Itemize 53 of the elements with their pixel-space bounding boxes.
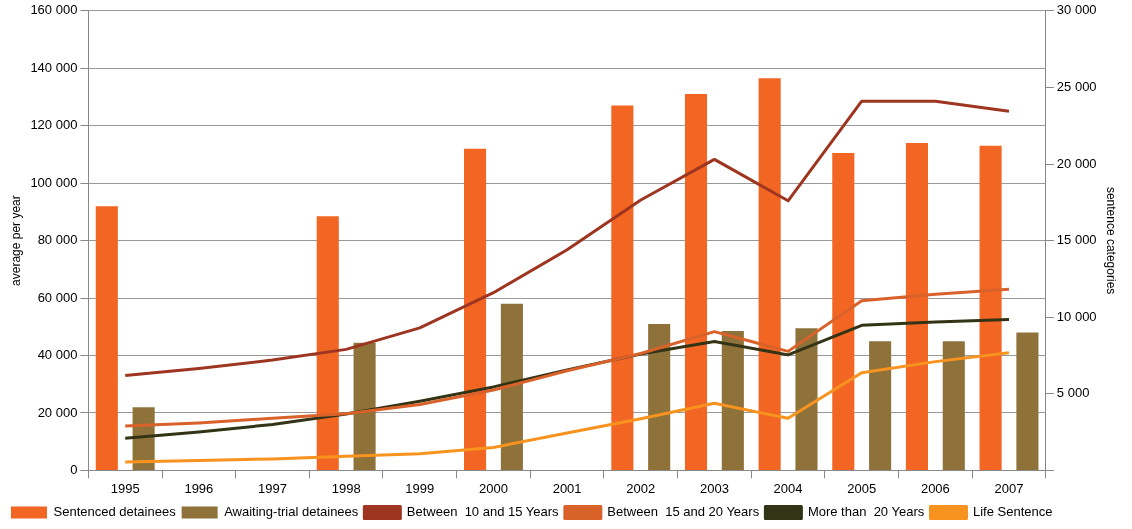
y-tick-label: 100 000 xyxy=(30,174,78,190)
x-tick-label: 1997 xyxy=(258,480,287,496)
x-tick-label: 2001 xyxy=(552,480,582,496)
x-tick-label: 1995 xyxy=(110,480,140,496)
x-tick-label: 1998 xyxy=(331,480,361,496)
x-tick-label: 2004 xyxy=(773,480,803,496)
x-tick-label: 2007 xyxy=(994,480,1024,496)
y-axis-title: average per year xyxy=(8,195,23,286)
bar xyxy=(795,328,818,470)
x-tick-label: 2005 xyxy=(847,480,877,496)
bar xyxy=(500,303,523,470)
y-tick-label: 40 000 xyxy=(37,347,78,363)
y2-axis-title: sentence categories xyxy=(1104,186,1119,295)
bar xyxy=(832,152,855,470)
y2-tick-label: 20 000 xyxy=(1056,155,1097,171)
bar xyxy=(353,342,376,470)
x-tick-label: 2006 xyxy=(920,480,950,496)
legend-label: More than 20 Years xyxy=(807,504,925,520)
bar xyxy=(905,142,928,470)
bar xyxy=(316,216,339,470)
bar xyxy=(464,148,487,470)
bar xyxy=(979,145,1002,470)
y2-tick-label: 5 000 xyxy=(1056,385,1090,401)
legend-label: Sentenced detainees xyxy=(53,504,177,520)
bar xyxy=(684,94,708,470)
y-tick-label: 140 000 xyxy=(30,59,78,75)
x-tick-label: 2002 xyxy=(626,480,656,496)
legend-label: Awaiting-trial detainees xyxy=(224,504,359,520)
legend-label: Life Sentence xyxy=(972,504,1053,520)
legend-label: Between 15 and 20 Years xyxy=(607,504,760,520)
bar xyxy=(942,341,965,470)
legend-label: Between 10 and 15 Years xyxy=(406,504,560,520)
bar xyxy=(648,323,671,470)
y2-tick-label: 10 000 xyxy=(1056,308,1097,324)
y-tick-label: 120 000 xyxy=(30,117,78,133)
y-tick-label: 80 000 xyxy=(37,232,78,248)
bar xyxy=(611,105,634,470)
y2-tick-label: 30 000 xyxy=(1056,2,1097,18)
y2-tick-label: 15 000 xyxy=(1056,232,1097,248)
y-tick-label: 60 000 xyxy=(37,289,78,305)
y2-tick-label: 25 000 xyxy=(1056,78,1097,94)
bar xyxy=(869,341,892,470)
y-tick-label: 0 xyxy=(70,461,78,477)
x-tick-label: 2003 xyxy=(699,480,729,496)
y-tick-label: 160 000 xyxy=(30,2,78,18)
bar xyxy=(1016,332,1039,470)
x-tick-label: 1999 xyxy=(405,480,435,496)
bar xyxy=(721,331,744,470)
x-tick-label: 2000 xyxy=(479,480,508,496)
bar xyxy=(758,78,781,470)
x-tick-label: 1996 xyxy=(184,480,214,496)
bar xyxy=(95,206,118,470)
y-tick-label: 20 000 xyxy=(37,404,78,420)
